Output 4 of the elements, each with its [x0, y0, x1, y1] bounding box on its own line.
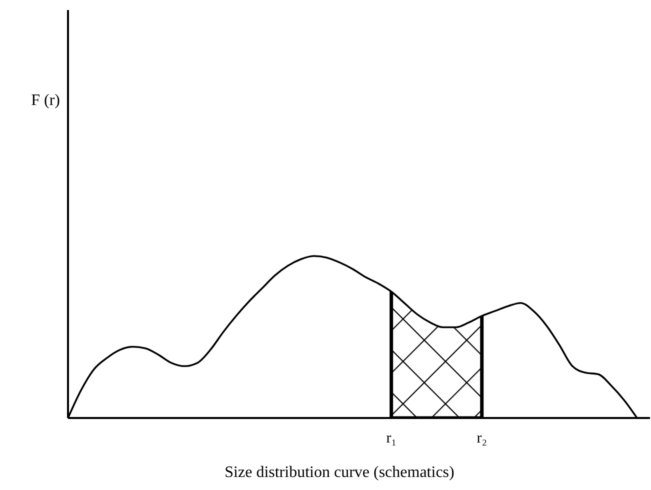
text: F (r): [31, 92, 60, 109]
x-tick-label: r₂: [476, 430, 487, 447]
x-axis-title: Size distribution curve (schematics): [224, 464, 454, 481]
x-tick-label: r₁: [386, 430, 396, 447]
